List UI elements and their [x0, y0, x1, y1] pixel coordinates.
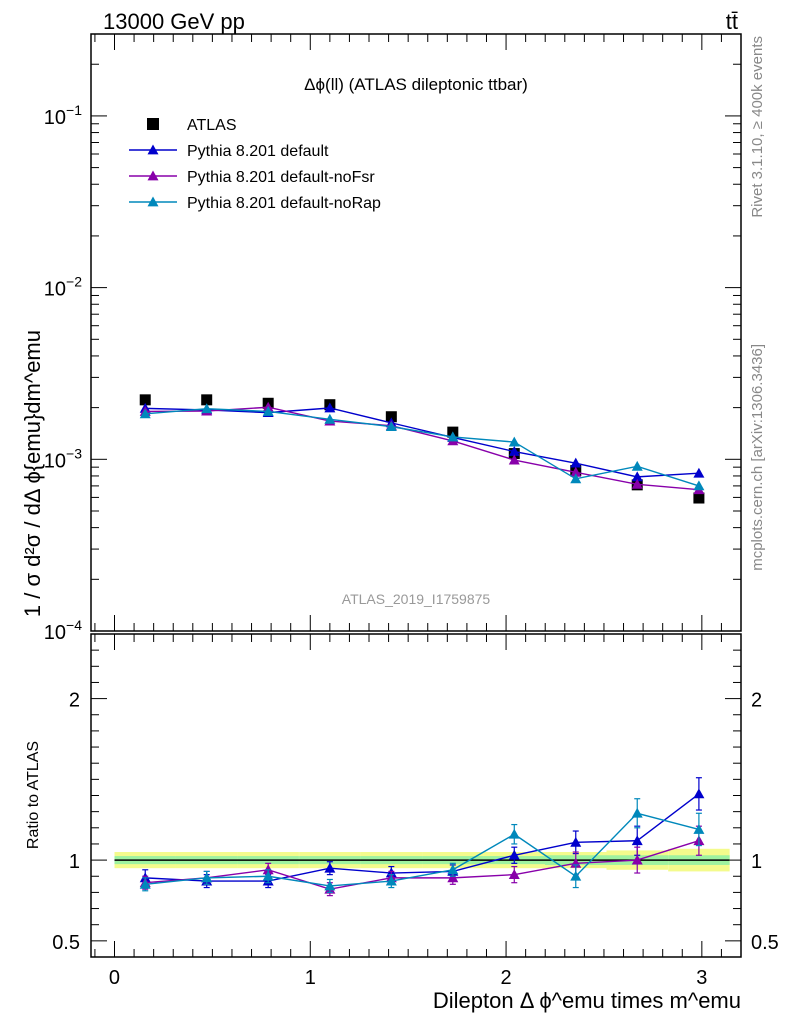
ratio-tick-label-left: 0.5 [52, 932, 80, 954]
legend-marker-atlas [147, 118, 159, 130]
ratio-point-0 [631, 835, 643, 846]
data-point-atlas [385, 411, 397, 423]
y-axis-title: 1 / σ d²σ / dΔ ϕ{emu}dm^emu [20, 330, 45, 617]
y-tick-label: 10−2 [44, 274, 82, 301]
legend-marker-2 [147, 196, 159, 207]
series-point-2 [385, 421, 397, 432]
series-line-0 [145, 407, 699, 478]
mcplots-label: mcplots.cern.ch [arXiv:1306.3436] [749, 344, 766, 571]
ratio-plot-frame [90, 633, 742, 958]
ratio-line-1 [145, 840, 700, 890]
analysis-label: ATLAS_2019_I1759875 [342, 591, 491, 607]
series-point-0 [508, 446, 520, 456]
data-point-atlas [201, 394, 213, 406]
ratio-point-2 [631, 807, 643, 818]
series-line-2 [145, 408, 700, 487]
ratio-plot-series [139, 777, 705, 897]
ratio-point-2 [139, 878, 151, 889]
ratio-point-2 [262, 870, 274, 881]
series-point-1 [570, 466, 582, 477]
series-point-2 [447, 431, 459, 442]
legend: ATLAS Pythia 8.201 default Pythia 8.201 de… [129, 117, 381, 212]
ratio-tick-label-right: 2 [751, 690, 762, 712]
axis-ticks [91, 34, 741, 958]
y-tick-label: 10−4 [44, 617, 82, 644]
data-point-atlas [693, 492, 705, 504]
ratio-point-1 [631, 854, 643, 865]
series-point-2 [262, 405, 274, 416]
series-point-2 [693, 480, 705, 491]
x-tick-label: 3 [696, 967, 707, 989]
x-tick-label: 2 [500, 967, 511, 989]
ratio-point-1 [508, 869, 520, 880]
header-left: 13000 GeV pp [103, 9, 245, 34]
legend-label-0: Pythia 8.201 default [187, 143, 329, 160]
series-point-1 [631, 478, 643, 489]
ratio-tick-label-right: 0.5 [751, 932, 779, 954]
ratio-tick-label-left: 2 [69, 690, 80, 712]
series-point-0 [631, 471, 643, 482]
ratio-axis-title: Ratio to ATLAS [25, 741, 42, 849]
ratio-point-2 [693, 823, 705, 834]
ratio-point-2 [570, 870, 582, 881]
series-point-0 [570, 457, 582, 468]
ratio-point-2 [447, 864, 459, 875]
axis-tick-labels: 0 1 2 3 10−4 10−3 10−2 10−1 0.5 0.5 1 1 2 2 [44, 102, 779, 989]
legend-marker-1 [147, 170, 159, 181]
legend-label-atlas: ATLAS [187, 117, 237, 134]
x-tick-label: 0 [109, 967, 120, 989]
ratio-point-2 [385, 875, 397, 886]
series-point-2 [139, 408, 151, 419]
ratio-point-2 [508, 828, 520, 839]
y-tick-label: 10−3 [44, 445, 82, 472]
ratio-point-1 [447, 872, 459, 883]
ratio-point-2 [324, 880, 336, 891]
series-point-2 [201, 403, 213, 414]
series-line-1 [145, 406, 699, 491]
ratio-point-0 [570, 836, 582, 847]
ratio-line-0 [145, 793, 700, 882]
series-point-2 [508, 436, 520, 447]
main-plot-frame [90, 33, 742, 632]
series-point-0 [324, 402, 336, 413]
y-tick-label: 10−1 [44, 102, 82, 129]
ratio-line-2 [145, 812, 700, 887]
legend-marker-0 [147, 144, 159, 155]
series-point-2 [324, 413, 336, 424]
legend-label-1: Pythia 8.201 default-noFsr [187, 169, 375, 186]
rivet-label: Rivet 3.1.10, ≥ 400k events [749, 36, 766, 218]
ratio-tick-label-left: 1 [69, 851, 80, 873]
data-point-atlas [139, 394, 151, 406]
legend-label-2: Pythia 8.201 default-noRap [187, 195, 381, 212]
ratio-point-2 [201, 872, 213, 883]
chart-title: Δϕ(ll) (ATLAS dileptonic ttbar) [304, 75, 528, 94]
ratio-point-0 [508, 849, 520, 860]
ratio-point-0 [324, 862, 336, 873]
x-axis-title: Dilepton Δ ϕ^emu times m^emu [433, 988, 741, 1013]
ratio-point-0 [693, 788, 705, 799]
series-point-0 [693, 467, 705, 478]
header-right: tt̄ [726, 9, 738, 34]
series-point-2 [570, 473, 582, 484]
x-tick-label: 1 [305, 967, 316, 989]
series-point-2 [631, 460, 643, 471]
ratio-tick-label-right: 1 [751, 851, 762, 873]
main-plot-series [139, 394, 705, 504]
series-point-1 [508, 454, 520, 465]
